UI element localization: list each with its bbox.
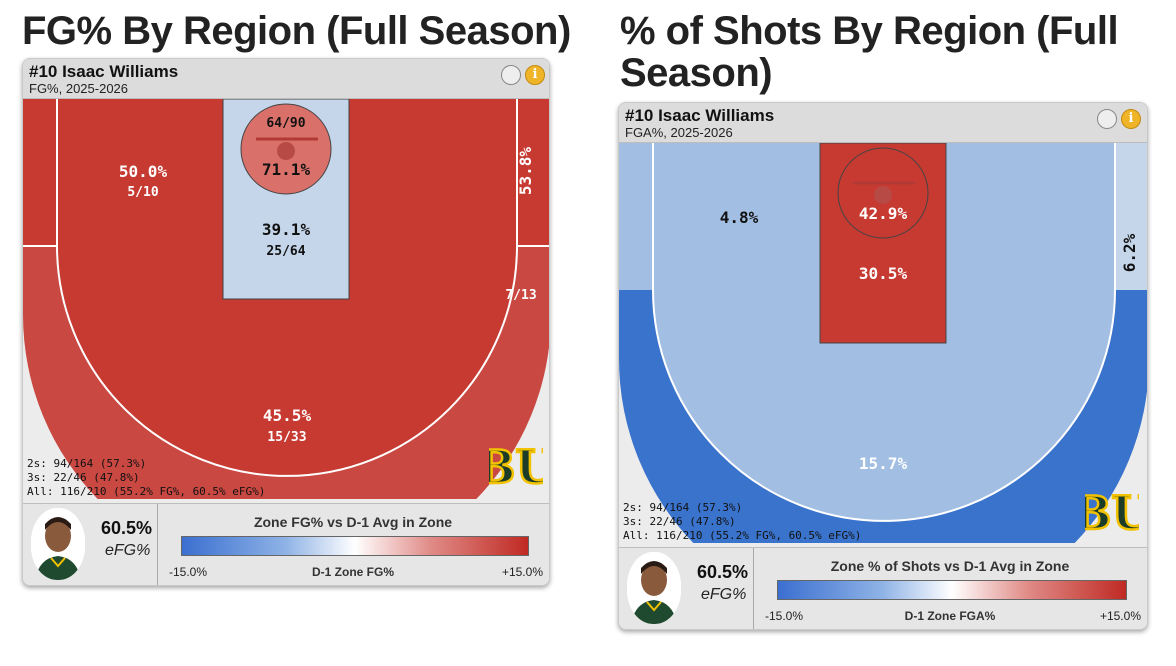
legend-mid: D-1 Zone FG% <box>311 565 394 579</box>
zone-right-corner-mid <box>1115 143 1147 290</box>
totals-block: 2s: 94/164 (57.3%) 3s: 22/46 (47.8%) All… <box>623 501 861 543</box>
player-name: #10 Isaac Williams <box>625 106 775 125</box>
card-header: #10 Isaac Williams FG%, 2025-2026 i <box>23 59 549 99</box>
totals-2s: 2s: 94/164 (57.3%) <box>623 501 743 514</box>
court-lines <box>652 143 1116 522</box>
stat-subtitle: FGA%, 2025-2026 <box>625 125 733 140</box>
totals-3s: 3s: 22/46 (47.8%) <box>27 471 140 484</box>
info-icon[interactable]: i <box>1121 109 1141 129</box>
color-scale-bar <box>777 580 1127 600</box>
efg-value: 60.5% <box>101 518 153 538</box>
efg-label: eFG% <box>701 586 747 603</box>
footer-divider <box>753 548 754 629</box>
zone-label-paint-pct: 39.1% <box>262 220 311 239</box>
zone-label-rim-pct: 71.1% <box>262 160 311 179</box>
zone-label-three-point-pct: 45.5% <box>263 406 312 425</box>
totals-all: All: 116/210 (55.2% FG%, 60.5% eFG%) <box>623 529 862 542</box>
legend-min: -15.0% <box>169 565 208 579</box>
zone-label-right-corner-mid-pct: 53.8% <box>516 147 535 196</box>
chart-title-fg-pct: FG% By Region (Full Season) <box>22 9 571 53</box>
card-footer: 60.5% eFG% Zone FG% vs D-1 Avg in Zone -… <box>23 503 549 585</box>
zone-right-corner-mid <box>517 99 549 246</box>
color-scale-bar <box>181 536 529 556</box>
court-lines <box>23 99 549 477</box>
totals-3s: 3s: 22/46 (47.8%) <box>623 515 736 528</box>
team-logo: BU <box>475 431 549 499</box>
svg-text:BU: BU <box>489 440 543 494</box>
zone-label-paint-made_att: 25/64 <box>266 244 305 259</box>
zone-label-right-corner-mid-made_att: 7/13 <box>505 288 536 303</box>
zone-labels: 64/90 71.1% 39.1% 25/64 50.0% 5/10 7/13 53.8% 45… <box>119 116 537 445</box>
zone-label-rim-pct: 42.9% <box>859 204 908 223</box>
player-name: #10 Isaac Williams <box>29 62 179 81</box>
totals-all: All: 116/210 (55.2% FG%, 60.5% eFG%) <box>27 485 266 498</box>
legend-max: +15.0% <box>1099 609 1141 623</box>
zone-label-three-point-made_att: 15/33 <box>267 430 306 445</box>
legend-mid: D-1 Zone FGA% <box>904 609 996 623</box>
totals-block: 2s: 94/164 (57.3%) 3s: 22/46 (47.8%) All… <box>27 457 265 499</box>
toggle-button[interactable] <box>1097 109 1117 129</box>
player-avatar <box>31 508 85 580</box>
legend-min: -15.0% <box>765 609 804 623</box>
info-icon[interactable]: i <box>525 65 545 85</box>
zone-label-right-corner-mid-pct: 6.2% <box>1120 233 1139 272</box>
shot-chart-card-fga: #10 Isaac Williams FGA%, 2025-2026 i <box>618 102 1148 630</box>
zone-label-mid-range-made_att: 5/10 <box>127 185 158 200</box>
zone-labels: 42.9% 30.5% 4.8% 6.2% 15.7% <box>720 204 1139 473</box>
card-header: #10 Isaac Williams FGA%, 2025-2026 i <box>619 103 1147 143</box>
zone-label-three-point-pct: 15.7% <box>859 454 908 473</box>
efg-label: eFG% <box>105 542 151 559</box>
zone-label-paint-pct: 30.5% <box>859 264 908 283</box>
svg-text:BU: BU <box>1085 486 1139 540</box>
court-heatmap: 42.9% 30.5% 4.8% 6.2% 15.7% <box>619 143 1147 543</box>
zone-label-mid-range-pct: 4.8% <box>720 208 759 227</box>
zone-label-mid-range-pct: 50.0% <box>119 162 168 181</box>
totals-2s: 2s: 94/164 (57.3%) <box>27 457 147 470</box>
legend-title: Zone FG% vs D-1 Avg in Zone <box>253 514 453 530</box>
legend-title: Zone % of Shots vs D-1 Avg in Zone <box>830 558 1070 574</box>
chart-title-shot-pct: % of Shots By Region (Full Season) <box>620 9 1119 95</box>
card-footer: 60.5% eFG% Zone % of Shots vs D-1 Avg in… <box>619 547 1147 629</box>
player-avatar <box>627 552 681 624</box>
footer-divider <box>157 504 158 585</box>
zone-label-rim-made_att: 64/90 <box>266 116 305 131</box>
legend-max: +15.0% <box>501 565 543 579</box>
stat-subtitle: FG%, 2025-2026 <box>29 81 129 96</box>
efg-value: 60.5% <box>697 562 749 582</box>
shot-chart-card-fg: #10 Isaac Williams FG%, 2025-2026 i <box>22 58 550 586</box>
court-heatmap: 64/90 71.1% 39.1% 25/64 50.0% 5/10 7/13 53.8% 45… <box>23 99 549 499</box>
toggle-button[interactable] <box>501 65 521 85</box>
team-logo: BU <box>1071 477 1147 545</box>
